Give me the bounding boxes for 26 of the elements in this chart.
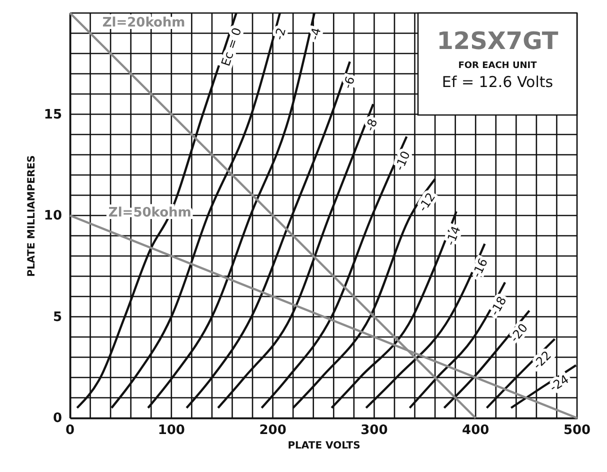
text: -24 bbox=[547, 372, 572, 395]
y-axis-title: PLATE MILLIAMPERES bbox=[26, 155, 38, 277]
text: -4 bbox=[307, 26, 324, 42]
x-tick-label: 400 bbox=[462, 423, 490, 438]
y-tick-label: 10 bbox=[44, 208, 62, 224]
text: -14 bbox=[443, 224, 464, 248]
x-tick-label: 200 bbox=[259, 423, 286, 438]
y-tick-label: 0 bbox=[52, 411, 62, 426]
x-tick-label: 0 bbox=[65, 423, 75, 438]
x-tick-label: 100 bbox=[158, 423, 185, 438]
text: -6 bbox=[340, 74, 358, 90]
text: -10 bbox=[392, 148, 413, 173]
text: -16 bbox=[469, 256, 490, 280]
text: -12 bbox=[416, 190, 438, 214]
y-tick-label: 15 bbox=[44, 107, 62, 122]
text: -8 bbox=[362, 116, 380, 134]
annotation: Ef = 12.6 Volts bbox=[442, 73, 554, 91]
x-tick-label: 300 bbox=[360, 423, 388, 438]
text: -20 bbox=[507, 320, 530, 345]
text: 12SX7GT bbox=[436, 27, 559, 55]
x-axis-title: PLATE VOLTS bbox=[288, 440, 360, 452]
text: FOR EACH UNIT bbox=[458, 61, 538, 71]
text: -18 bbox=[487, 294, 510, 318]
y-tick-label: 5 bbox=[52, 310, 62, 325]
x-tick-label: 500 bbox=[563, 423, 591, 438]
text: -2 bbox=[272, 26, 289, 42]
